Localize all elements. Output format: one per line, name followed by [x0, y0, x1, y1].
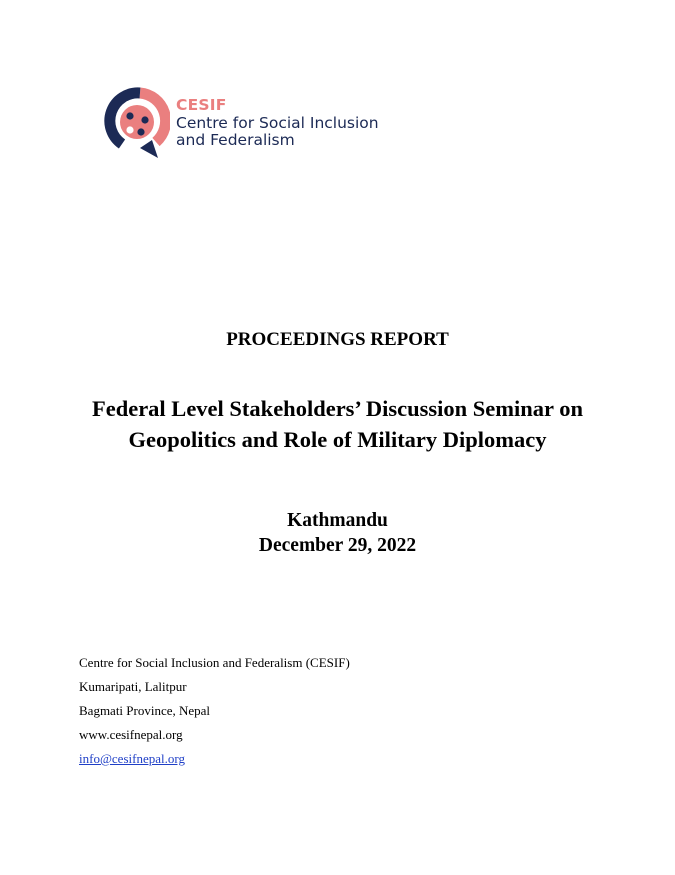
- website-text: www.cesifnepal.org: [79, 727, 183, 742]
- organization-name: Centre for Social Inclusion and Federali…: [79, 655, 350, 670]
- event-place: Kathmandu: [287, 510, 388, 531]
- email-link[interactable]: info@cesifnepal.org: [79, 751, 185, 766]
- contact-block: Centre for Social Inclusion and Federali…: [79, 651, 350, 771]
- logo-name-line2: and Federalism: [176, 131, 295, 149]
- logo-name-line1: Centre for Social Inclusion: [176, 114, 379, 132]
- logo-wordmark: CESIF Centre for Social Inclusion and Fe…: [176, 96, 379, 149]
- address-line1: Kumaripati, Lalitpur: [79, 679, 187, 694]
- event-date: December 29, 2022: [258, 535, 417, 556]
- report-title-line1: Federal Level Stakeholders’ Discussion S…: [91, 396, 584, 421]
- address-line2: Bagmati Province, Nepal: [79, 703, 211, 718]
- cesif-logo: CESIF Centre for Social Inclusion and Fe…: [100, 86, 400, 166]
- report-type-heading: PROCEEDINGS REPORT: [226, 329, 449, 350]
- logo-acronym: CESIF: [176, 96, 227, 114]
- cesif-logo-icon: [104, 87, 170, 158]
- place-and-date: Kathmandu December 29, 2022: [0, 508, 675, 558]
- report-title: Federal Level Stakeholders’ Discussion S…: [0, 393, 675, 455]
- report-title-line2: Geopolitics and Role of Military Diploma…: [128, 427, 547, 452]
